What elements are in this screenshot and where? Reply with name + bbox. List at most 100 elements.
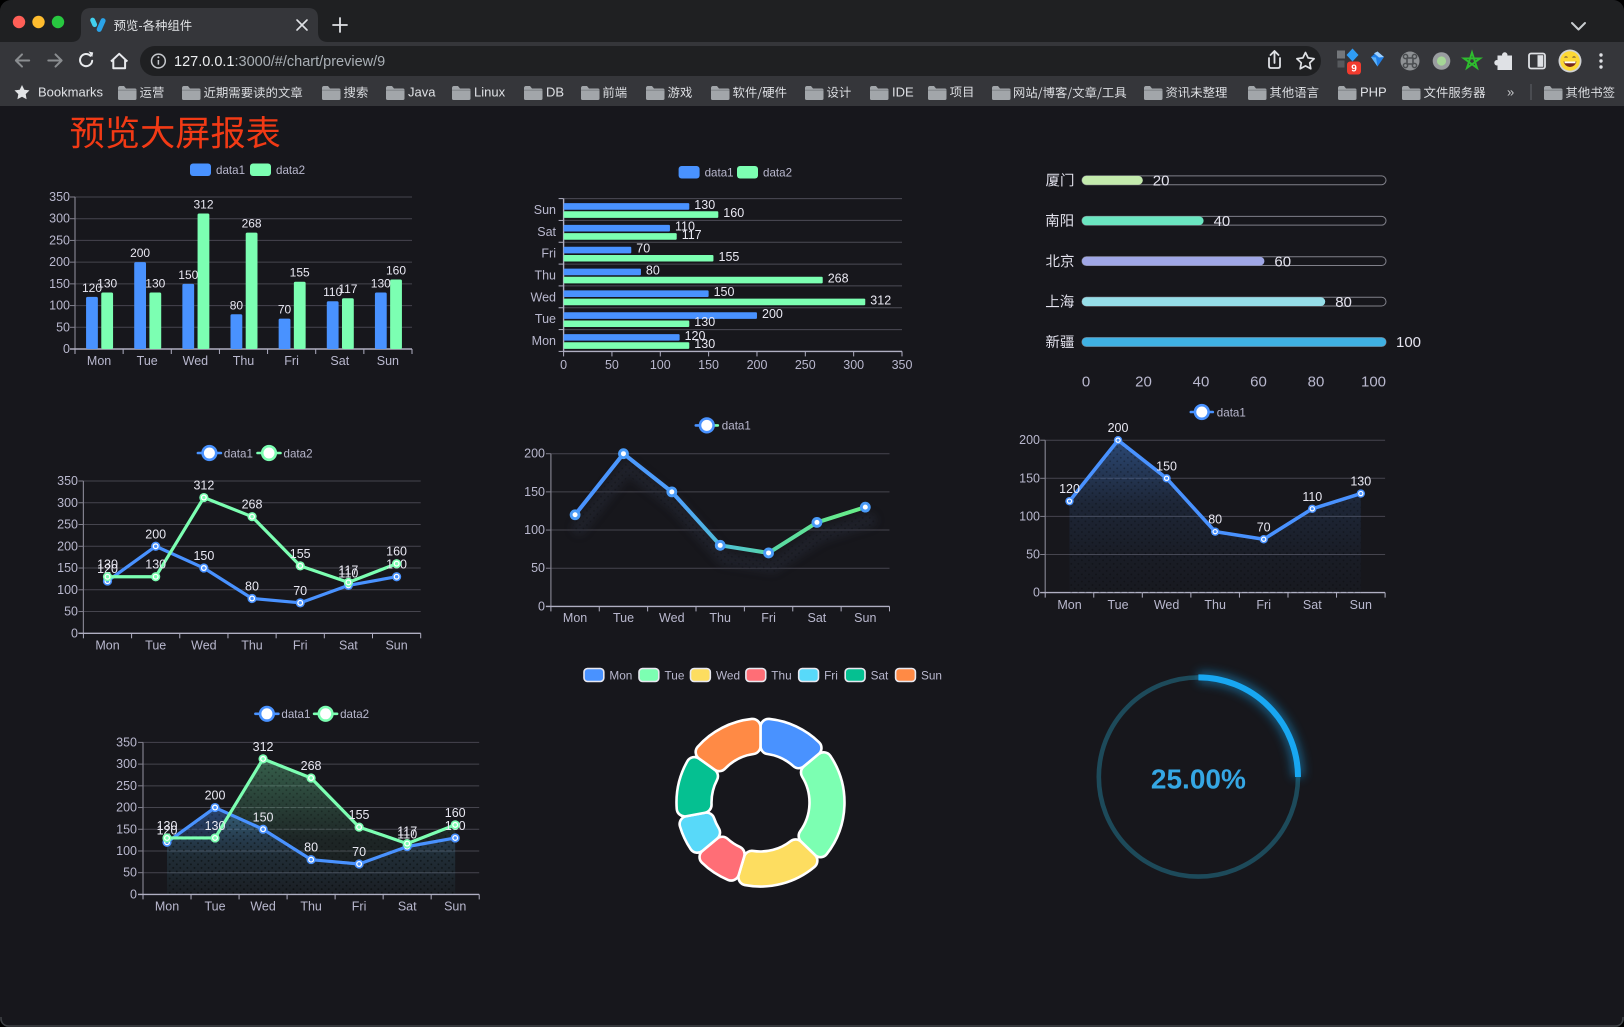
svg-text:155: 155	[290, 547, 311, 561]
svg-text:data1: data1	[722, 420, 751, 433]
svg-text:Java: Java	[408, 85, 436, 100]
svg-text:Fri: Fri	[541, 247, 556, 261]
svg-text:Bookmarks: Bookmarks	[38, 85, 104, 100]
svg-text:Thu: Thu	[241, 639, 263, 653]
svg-text:150: 150	[253, 810, 274, 824]
svg-text:268: 268	[242, 498, 263, 512]
svg-text:155: 155	[719, 250, 740, 264]
svg-text:0: 0	[130, 887, 137, 901]
svg-text:117: 117	[338, 563, 358, 577]
svg-text:200: 200	[747, 358, 768, 372]
svg-text:200: 200	[1108, 421, 1129, 435]
svg-text:200: 200	[205, 789, 226, 803]
svg-text:Tue: Tue	[145, 639, 166, 653]
svg-text:Wed: Wed	[659, 611, 685, 625]
svg-text:data2: data2	[763, 167, 792, 180]
svg-text:300: 300	[116, 757, 137, 771]
svg-text:70: 70	[1257, 520, 1271, 534]
svg-text:Fri: Fri	[284, 354, 299, 368]
svg-text:70: 70	[278, 303, 292, 317]
svg-text:Tue: Tue	[204, 900, 225, 914]
svg-text:Sun: Sun	[534, 203, 556, 217]
svg-text:Mon: Mon	[1057, 598, 1081, 612]
svg-text:data1: data1	[705, 167, 734, 180]
svg-text:300: 300	[57, 496, 78, 510]
svg-text:Fri: Fri	[761, 611, 776, 625]
svg-text:data2: data2	[340, 708, 369, 721]
svg-text:117: 117	[682, 228, 702, 242]
svg-text:Sat: Sat	[1303, 598, 1322, 612]
svg-text:Tue: Tue	[665, 669, 685, 683]
svg-text:117: 117	[397, 825, 417, 839]
svg-text:Sun: Sun	[385, 639, 407, 653]
svg-text:200: 200	[762, 307, 783, 321]
svg-text:80: 80	[646, 263, 660, 277]
svg-text:200: 200	[130, 246, 150, 260]
svg-text:Thu: Thu	[1204, 598, 1226, 612]
svg-text:150: 150	[524, 485, 545, 499]
svg-text:IDE: IDE	[892, 85, 914, 100]
svg-text:350: 350	[57, 474, 78, 488]
svg-text:Sat: Sat	[339, 639, 358, 653]
svg-text:120: 120	[685, 329, 706, 343]
svg-text:Sat: Sat	[398, 900, 417, 914]
svg-text:120: 120	[1059, 482, 1080, 496]
svg-text:60: 60	[1250, 374, 1267, 391]
svg-text:110: 110	[397, 828, 417, 842]
svg-text:50: 50	[64, 605, 78, 619]
svg-text:Wed: Wed	[716, 669, 740, 683]
svg-text:160: 160	[386, 545, 407, 559]
svg-text:110: 110	[338, 566, 358, 580]
svg-text:100: 100	[1019, 509, 1040, 523]
svg-text:150: 150	[49, 277, 70, 291]
svg-text:70: 70	[636, 242, 650, 256]
svg-text:Tue: Tue	[137, 354, 158, 368]
svg-text:268: 268	[828, 272, 849, 286]
svg-text:50: 50	[1026, 548, 1040, 562]
svg-text:100: 100	[650, 358, 671, 372]
svg-text:130: 130	[371, 277, 391, 291]
svg-text:Sun: Sun	[1350, 598, 1372, 612]
svg-text:Thu: Thu	[771, 669, 791, 683]
svg-text:data2: data2	[276, 164, 305, 177]
svg-text:Linux: Linux	[474, 85, 506, 100]
svg-text:300: 300	[843, 358, 864, 372]
svg-text:120: 120	[157, 823, 178, 837]
svg-text:130: 130	[205, 819, 226, 833]
svg-text:110: 110	[1302, 490, 1322, 504]
svg-text:350: 350	[892, 358, 913, 372]
svg-text:Thu: Thu	[300, 900, 322, 914]
svg-text:data1: data1	[224, 447, 253, 460]
svg-text:Tue: Tue	[535, 312, 556, 326]
svg-text:Fri: Fri	[1256, 598, 1271, 612]
svg-text:100: 100	[1396, 334, 1421, 351]
svg-text:100: 100	[116, 844, 137, 858]
svg-text:0: 0	[1033, 586, 1040, 600]
svg-text:Sun: Sun	[444, 900, 466, 914]
svg-text:200: 200	[145, 527, 166, 541]
svg-text:130: 130	[97, 277, 117, 291]
svg-text:Thu: Thu	[709, 611, 731, 625]
svg-text:Mon: Mon	[95, 639, 119, 653]
svg-text:130: 130	[694, 198, 715, 212]
svg-text:150: 150	[193, 549, 214, 563]
svg-text:312: 312	[193, 479, 214, 493]
svg-text:50: 50	[56, 320, 70, 334]
svg-text:130: 130	[694, 337, 715, 351]
svg-text:70: 70	[352, 845, 366, 859]
svg-text:350: 350	[49, 190, 70, 204]
svg-text:100: 100	[49, 299, 70, 313]
svg-text:100: 100	[524, 523, 545, 537]
svg-text:200: 200	[1019, 433, 1040, 447]
svg-text:data1: data1	[216, 164, 245, 177]
svg-text:130: 130	[694, 315, 715, 329]
svg-text:Mon: Mon	[155, 900, 179, 914]
svg-text:110: 110	[323, 285, 342, 299]
svg-text:Fri: Fri	[352, 900, 367, 914]
svg-text:150: 150	[1019, 471, 1040, 485]
svg-text:250: 250	[49, 233, 70, 247]
svg-text:150: 150	[698, 358, 719, 372]
svg-text:0: 0	[560, 358, 567, 372]
svg-text:DB: DB	[546, 85, 564, 100]
svg-text:130: 130	[145, 277, 165, 291]
